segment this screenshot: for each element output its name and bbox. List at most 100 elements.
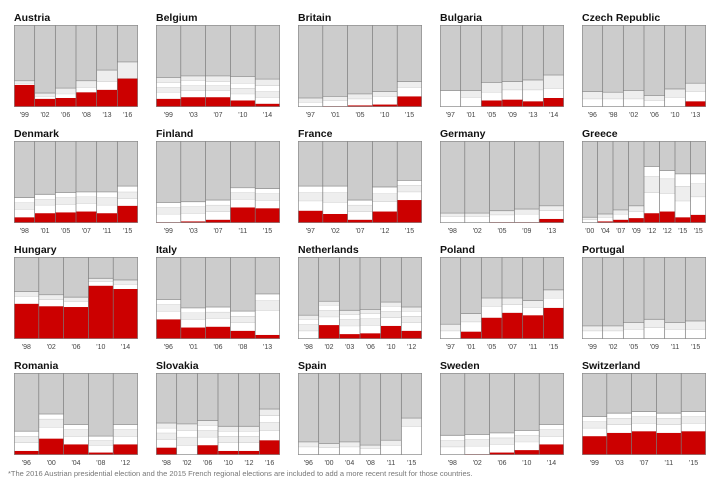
x-tick-label: '06 (650, 112, 659, 119)
minor-party-segment (34, 204, 56, 214)
far-right-bar (631, 431, 657, 455)
minor-party-segment (339, 314, 360, 320)
minor-party-segment (502, 89, 523, 100)
minor-party-segment (318, 443, 340, 448)
plot-frame (13, 372, 139, 456)
x-tick-label: '00 (324, 460, 333, 467)
x-tick-label: '15 (263, 228, 272, 235)
minor-party-segment (38, 414, 64, 419)
stacked-column-chart: '98 '02 '06 '10 '14 (439, 372, 565, 467)
x-tick-label: '07 (508, 344, 517, 351)
minor-party-segment (255, 310, 280, 335)
minor-party-segment (197, 436, 218, 446)
minor-party-segment (681, 423, 706, 432)
x-tick-label: '02 (182, 460, 191, 467)
far-right-bar (539, 444, 564, 455)
far-right-bar (539, 218, 564, 223)
minor-party-segment (623, 329, 644, 339)
chart-panel-slovakia: Slovakia '98 '02 '06 '10 '12 '16 (155, 360, 294, 472)
minor-party-segment (644, 95, 665, 101)
minor-party-segment (380, 317, 402, 326)
far-right-bar (481, 317, 502, 339)
minor-party-segment (298, 97, 323, 103)
minor-party-segment (117, 198, 138, 206)
x-tick-label: '12 (380, 228, 389, 235)
stacked-column-chart: '99 '02 '06 '08 '13 '16 (13, 24, 139, 119)
far-right-bar (230, 207, 256, 223)
minor-party-segment (489, 444, 515, 453)
minor-party-segment (156, 439, 177, 448)
minor-party-segment (156, 299, 181, 305)
minor-party-segment (347, 204, 373, 212)
plot-frame (13, 140, 139, 224)
minor-party-segment (255, 85, 280, 92)
minor-party-segment (238, 426, 260, 432)
x-tick-label: '07 (616, 228, 625, 235)
minor-party-segment (255, 91, 280, 98)
plot-frame (13, 24, 139, 108)
minor-party-segment (440, 216, 465, 223)
minor-party-segment (230, 311, 256, 317)
far-right-bar (401, 330, 422, 339)
minor-party-segment (543, 75, 564, 89)
far-right-bar (397, 96, 422, 107)
minor-party-segment (460, 90, 482, 98)
minor-party-segment (156, 304, 181, 312)
minor-party-segment (397, 185, 422, 192)
minor-party-segment (14, 431, 39, 437)
minor-party-segment (514, 213, 540, 223)
x-tick-label: '11 (671, 344, 680, 351)
minor-party-segment (38, 294, 64, 300)
minor-party-segment (347, 211, 373, 220)
minor-party-segment (539, 205, 564, 211)
minor-party-segment (675, 200, 691, 218)
stacked-column-chart: '98 '02 '06 '10 '14 (13, 256, 139, 351)
minor-party-segment (76, 80, 97, 88)
minor-party-segment (440, 90, 461, 107)
stacked-column-chart: '99 '03 '07 '11 '15 (581, 372, 707, 467)
far-right-bar (88, 452, 114, 455)
stacked-column-chart: '99 '02 '05 '09 '11 '15 (581, 256, 707, 351)
minor-party-segment (644, 327, 665, 339)
minor-party-segment (218, 436, 239, 443)
x-tick-label: '06 (203, 460, 212, 467)
far-right-bar (502, 99, 523, 107)
minor-party-segment (502, 304, 523, 313)
far-right-bar (322, 213, 348, 223)
minor-party-segment (372, 201, 398, 212)
plot-frame (155, 140, 281, 224)
minor-party-segment (360, 325, 381, 334)
minor-party-segment (96, 70, 118, 82)
minor-party-segment (602, 92, 624, 99)
chart-panel-finland: Finland '99 '03 '07 '11 '15 (155, 128, 294, 240)
far-right-bar (63, 307, 89, 339)
minor-party-segment (318, 316, 340, 326)
minor-party-segment (318, 447, 340, 455)
chart-panel-belgium: Belgium '99 '03 '07 '10 '14 (155, 12, 294, 124)
minor-party-segment (582, 421, 607, 428)
minor-party-segment (230, 192, 256, 200)
chart-title: Spain (298, 360, 327, 372)
x-tick-label: '05 (487, 112, 496, 119)
minor-party-segment (464, 213, 490, 217)
plot-frame (439, 256, 565, 340)
minor-party-segment (218, 442, 239, 451)
x-tick-label: '99 (20, 112, 29, 119)
minor-party-segment (539, 424, 564, 430)
far-right-bar (113, 444, 138, 455)
minor-party-segment (205, 318, 231, 327)
minor-party-segment (205, 81, 231, 86)
minor-party-segment (14, 442, 39, 451)
far-right-bar (218, 450, 239, 455)
minor-party-segment (339, 446, 360, 455)
minor-party-segment (522, 89, 544, 102)
minor-party-segment (380, 302, 402, 307)
stacked-column-chart: '97 '02 '07 '12 '15 (297, 140, 423, 235)
x-tick-label: '13 (102, 112, 111, 119)
x-tick-label: '02 (331, 228, 340, 235)
minor-party-segment (205, 204, 231, 212)
minor-party-segment (255, 188, 280, 194)
minor-party-segment (180, 213, 206, 222)
far-right-bar (76, 211, 97, 223)
minor-party-segment (360, 309, 381, 314)
